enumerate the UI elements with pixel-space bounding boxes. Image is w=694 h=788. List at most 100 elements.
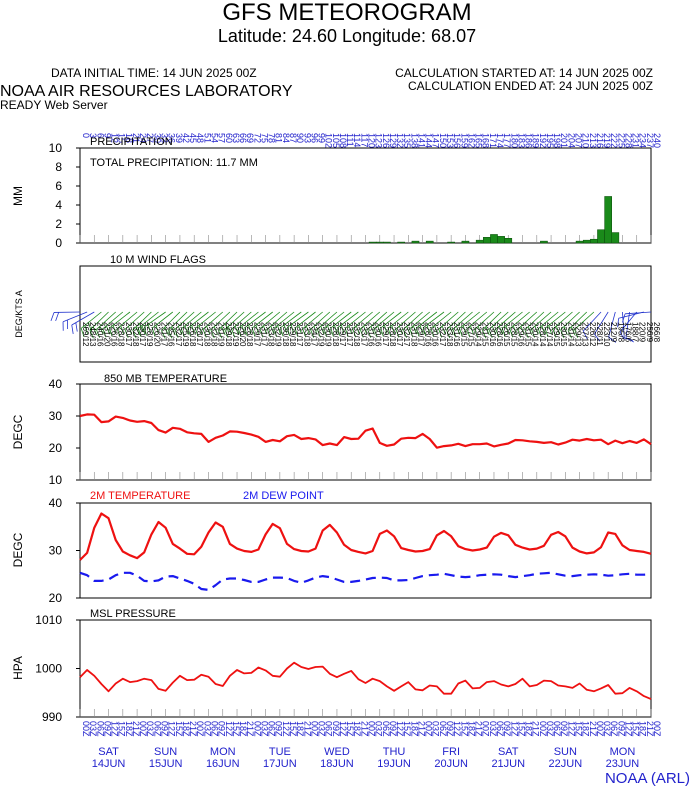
forecast-hour-label: 228 (623, 133, 633, 148)
location-subtitle: Latitude: 24.60 Longitude: 68.07 (217, 26, 477, 46)
utc-label: 21Z (131, 721, 141, 737)
utc-label: 00Z (481, 721, 491, 737)
wind-barb-flag (441, 325, 446, 335)
forecast-hour-label: 240 (652, 133, 662, 148)
calculation-started: CALCULATION STARTED AT: 14 JUN 2025 00Z (395, 66, 653, 80)
wind-barb-flag (234, 325, 239, 335)
wind-barb-flag (286, 327, 291, 337)
wind-barb-flag (137, 328, 142, 338)
utc-label: 15Z (516, 721, 526, 737)
y-tick-label: 30 (49, 544, 63, 558)
forecast-hour-label: 207 (573, 133, 583, 148)
forecast-hour-label: 123 (374, 133, 384, 148)
temp2m-y-label: DEGC (11, 532, 25, 567)
utc-label: 03Z (488, 721, 498, 737)
wind-barb-flag (99, 326, 104, 335)
wind-barb-flag (380, 327, 384, 337)
wind-label: 230/17 (138, 322, 147, 347)
y-tick-label: 30 (49, 409, 63, 423)
day-name: FRI (442, 746, 460, 758)
wind-barb-flag (391, 325, 395, 335)
wind-label: 229/15 (459, 322, 468, 347)
utc-label: 03Z (259, 721, 269, 737)
forecast-hour-label: 3 (88, 133, 98, 138)
precipitation-bar (597, 229, 605, 244)
utc-label: 21Z (531, 721, 541, 737)
wind-barb-flag (340, 324, 345, 334)
precipitation-bar (447, 241, 455, 244)
forecast-hour-label: 18 (124, 133, 134, 143)
forecast-hour-label: 57 (217, 133, 227, 143)
precipitation-bar (540, 240, 548, 244)
wind-barb-flag (462, 325, 467, 335)
forecast-hour-label: 204 (566, 133, 576, 148)
wind-barb-flag (617, 318, 620, 328)
wind-barb-flag (537, 328, 542, 338)
forecast-hour-label: 162 (466, 133, 476, 148)
utc-label: 00Z (138, 721, 148, 737)
forecast-hour-label: 231 (631, 133, 641, 148)
series-line-2 (79, 571, 652, 592)
wind-barb-flag (541, 325, 546, 335)
wind-label: 231/17 (259, 322, 268, 347)
wind-labels: 269/12248/13240/16231/20226/16228/18230/… (81, 322, 661, 347)
utc-label: 03Z (545, 721, 555, 737)
utc-label: 09Z (217, 721, 227, 737)
wind-barb-flag (316, 328, 321, 338)
forecast-hour-label: 51 (202, 133, 212, 143)
utc-label: 00Z (652, 721, 662, 737)
wind-barb-flag (75, 322, 78, 332)
forecast-hour-label: 189 (531, 133, 541, 148)
utc-label: 03Z (88, 721, 98, 737)
utc-label: 00Z (252, 721, 262, 737)
wind-barb (625, 311, 652, 315)
wind-barb-flag (273, 328, 278, 338)
forecast-hour-label: 27 (145, 133, 155, 143)
forecast-hour-label: 120 (367, 133, 377, 148)
precipitation-bar (490, 234, 498, 244)
wind-label: 231/17 (295, 322, 304, 347)
forecast-hour-label: 0 (81, 133, 91, 138)
wind-barb-flag (567, 329, 572, 339)
day-date: 22JUN (549, 758, 583, 770)
precipitation-bar (504, 238, 513, 244)
forecast-hour-label: 135 (402, 133, 412, 148)
forecast-hour-label: 150 (438, 133, 448, 148)
wind-label: 230/16 (374, 322, 383, 347)
wind-label: 233/18 (267, 322, 276, 347)
wind-label: 228/11 (595, 322, 604, 346)
forecast-hour-label: 111 (345, 133, 355, 147)
utc-label: 15Z (459, 721, 469, 737)
forecast-hour-label: 87 (288, 133, 298, 143)
wind-barb-flag (164, 326, 169, 336)
utc-label: 18Z (466, 721, 476, 737)
wind-label: 228/16 (424, 322, 433, 347)
wind-barb-flag (501, 328, 506, 338)
temp2m-panel: 2M TEMPERATURE 2M DEW POINT DEGC 20 30 40 (11, 490, 652, 605)
wind-label: 232/17 (402, 322, 411, 347)
forecast-hour-label: 165 (474, 133, 484, 148)
forecast-hour-label: 195 (545, 133, 555, 148)
forecast-hour-labels: 0369121518212427303336394245485154576063… (81, 133, 662, 148)
wind-label: 228/18 (331, 322, 340, 347)
wind-barb-flag (430, 328, 435, 338)
wind-barb-flag (330, 327, 334, 337)
wind-barb-flag (132, 329, 137, 339)
precipitation-panel: PRECIPITATION TOTAL PRECIPITATION: 11.7 … (11, 136, 652, 250)
wind-barb-flag (426, 324, 430, 334)
utc-label: 06Z (152, 721, 162, 737)
wind-barb-flag (334, 325, 338, 334)
wind-barb-flag (155, 325, 160, 334)
wind-barb-flag (456, 325, 460, 335)
wind-barb-flag (359, 328, 364, 338)
wind-barb-flag (95, 329, 100, 338)
precipitation-bar (611, 232, 620, 244)
wind-barb-flag (143, 326, 147, 336)
wind-barb-flag (290, 324, 294, 334)
wind-label: 229/14 (474, 322, 483, 347)
utc-label: 09Z (502, 721, 512, 737)
wind-label: 228/14 (538, 322, 547, 347)
day-name: SUN (154, 746, 177, 758)
wind-label: 195/8 (616, 322, 625, 343)
wind-label: 223/10 (602, 322, 611, 347)
